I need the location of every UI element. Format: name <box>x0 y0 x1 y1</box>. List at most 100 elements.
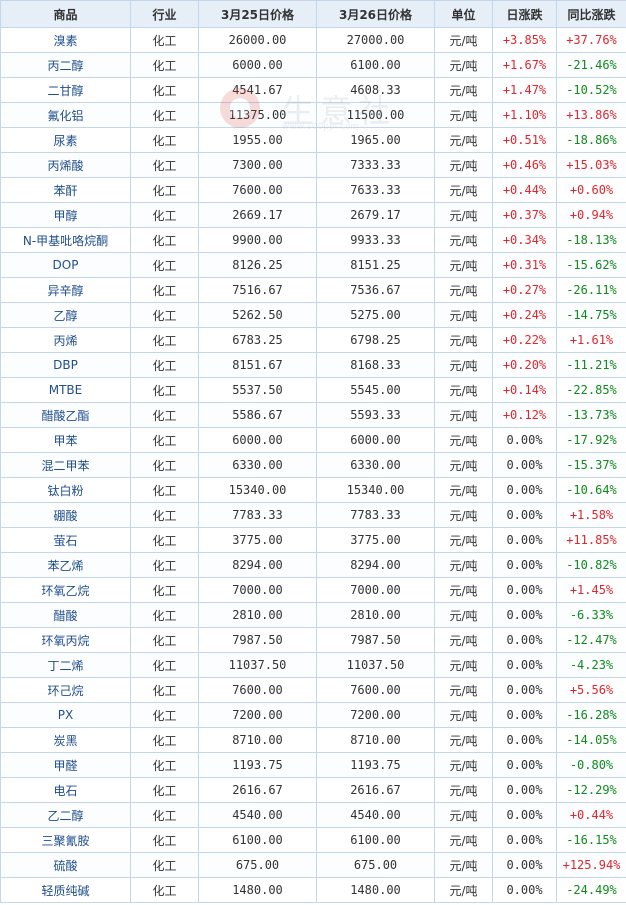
commodity-name[interactable]: 醋酸 <box>0 602 131 628</box>
price-mar25: 5537.50 <box>198 377 317 403</box>
commodity-name[interactable]: DBP <box>0 352 131 378</box>
unit: 元/吨 <box>434 852 493 878</box>
unit: 元/吨 <box>434 302 493 328</box>
industry: 化工 <box>130 752 199 778</box>
commodity-name[interactable]: 尿素 <box>0 127 131 153</box>
price-mar26: 7783.33 <box>316 502 435 528</box>
price-mar26: 8168.33 <box>316 352 435 378</box>
unit: 元/吨 <box>434 427 493 453</box>
header-commodity[interactable]: 商品 <box>0 0 131 28</box>
industry: 化工 <box>130 327 199 353</box>
commodity-name[interactable]: 混二甲苯 <box>0 452 131 478</box>
commodity-name[interactable]: 乙二醇 <box>0 802 131 828</box>
price-mar26: 7000.00 <box>316 577 435 603</box>
daily-change: +0.14% <box>492 377 557 403</box>
commodity-name[interactable]: 轻质纯碱 <box>0 877 131 903</box>
commodity-name[interactable]: 丙二醇 <box>0 52 131 78</box>
table-row: 乙醇 化工 5262.50 5275.00 元/吨 +0.24% -14.75% <box>0 302 626 328</box>
commodity-name[interactable]: 萤石 <box>0 527 131 553</box>
commodity-name[interactable]: 电石 <box>0 777 131 803</box>
header-yoy-change[interactable]: 同比涨跌 <box>556 0 626 28</box>
daily-change: +3.85% <box>492 27 557 53</box>
commodity-name[interactable]: 二甘醇 <box>0 77 131 103</box>
table-row: 环氧乙烷 化工 7000.00 7000.00 元/吨 0.00% +1.45% <box>0 577 626 603</box>
commodity-name[interactable]: 异辛醇 <box>0 277 131 303</box>
commodity-name[interactable]: 醋酸乙酯 <box>0 402 131 428</box>
commodity-name[interactable]: PX <box>0 702 131 728</box>
commodity-name[interactable]: 环氧乙烷 <box>0 577 131 603</box>
commodity-name[interactable]: 硼酸 <box>0 502 131 528</box>
commodity-name[interactable]: 甲苯 <box>0 427 131 453</box>
daily-change: 0.00% <box>492 427 557 453</box>
commodity-name[interactable]: 三聚氰胺 <box>0 827 131 853</box>
yoy-change: +11.85% <box>556 527 626 553</box>
daily-change: +0.20% <box>492 352 557 378</box>
daily-change: 0.00% <box>492 727 557 753</box>
commodity-name[interactable]: 丙烯 <box>0 327 131 353</box>
unit: 元/吨 <box>434 877 493 903</box>
commodity-name[interactable]: 甲醛 <box>0 752 131 778</box>
industry: 化工 <box>130 602 199 628</box>
commodity-name[interactable]: 乙醇 <box>0 302 131 328</box>
commodity-name[interactable]: MTBE <box>0 377 131 403</box>
commodity-name[interactable]: 氟化铝 <box>0 102 131 128</box>
commodity-name[interactable]: 丙烯酸 <box>0 152 131 178</box>
table-header-row: 商品 行业 3月25日价格 3月26日价格 单位 日涨跌 同比涨跌 <box>0 0 626 28</box>
price-mar26: 675.00 <box>316 852 435 878</box>
price-mar26: 2810.00 <box>316 602 435 628</box>
commodity-name[interactable]: 环氧丙烷 <box>0 627 131 653</box>
unit: 元/吨 <box>434 627 493 653</box>
price-mar25: 11037.50 <box>198 652 317 678</box>
yoy-change: -17.92% <box>556 427 626 453</box>
commodity-name[interactable]: 甲醇 <box>0 202 131 228</box>
price-mar26: 7600.00 <box>316 677 435 703</box>
price-mar25: 6000.00 <box>198 427 317 453</box>
price-mar26: 6330.00 <box>316 452 435 478</box>
commodity-name[interactable]: 溴素 <box>0 27 131 53</box>
table-row: 二甘醇 化工 4541.67 4608.33 元/吨 +1.47% -10.52% <box>0 77 626 103</box>
table-row: 萤石 化工 3775.00 3775.00 元/吨 0.00% +11.85% <box>0 527 626 553</box>
commodity-name[interactable]: 硫酸 <box>0 852 131 878</box>
commodity-name[interactable]: DOP <box>0 252 131 278</box>
daily-change: 0.00% <box>492 577 557 603</box>
header-industry[interactable]: 行业 <box>130 0 199 28</box>
table-row: 乙二醇 化工 4540.00 4540.00 元/吨 0.00% +0.44% <box>0 802 626 828</box>
industry: 化工 <box>130 552 199 578</box>
commodity-name[interactable]: 钛白粉 <box>0 477 131 503</box>
daily-change: 0.00% <box>492 452 557 478</box>
industry: 化工 <box>130 177 199 203</box>
unit: 元/吨 <box>434 102 493 128</box>
unit: 元/吨 <box>434 527 493 553</box>
price-mar26: 6798.25 <box>316 327 435 353</box>
industry: 化工 <box>130 452 199 478</box>
price-mar25: 1193.75 <box>198 752 317 778</box>
price-mar25: 2669.17 <box>198 202 317 228</box>
commodity-name[interactable]: N-甲基吡咯烷酮 <box>0 227 131 253</box>
header-unit[interactable]: 单位 <box>434 0 493 28</box>
price-mar26: 8151.25 <box>316 252 435 278</box>
industry: 化工 <box>130 427 199 453</box>
price-mar26: 4608.33 <box>316 77 435 103</box>
unit: 元/吨 <box>434 777 493 803</box>
table-row: 丙烯酸 化工 7300.00 7333.33 元/吨 +0.46% +15.03% <box>0 152 626 178</box>
commodity-name[interactable]: 环己烷 <box>0 677 131 703</box>
daily-change: +0.51% <box>492 127 557 153</box>
yoy-change: -16.15% <box>556 827 626 853</box>
table-body: 溴素 化工 26000.00 27000.00 元/吨 +3.85% +37.76% 丙二醇化… <box>0 27 626 903</box>
price-mar25: 5586.67 <box>198 402 317 428</box>
commodity-name[interactable]: 炭黑 <box>0 727 131 753</box>
yoy-change: -0.80% <box>556 752 626 778</box>
commodity-name[interactable]: 苯乙烯 <box>0 552 131 578</box>
commodity-name[interactable]: 丁二烯 <box>0 652 131 678</box>
header-price-mar25[interactable]: 3月25日价格 <box>198 0 317 28</box>
table-row: 混二甲苯 化工 6330.00 6330.00 元/吨 0.00% -15.37% <box>0 452 626 478</box>
price-mar25: 675.00 <box>198 852 317 878</box>
daily-change: 0.00% <box>492 777 557 803</box>
industry: 化工 <box>130 777 199 803</box>
price-mar25: 7516.67 <box>198 277 317 303</box>
header-daily-change[interactable]: 日涨跌 <box>492 0 557 28</box>
price-mar26: 8294.00 <box>316 552 435 578</box>
daily-change: +0.46% <box>492 152 557 178</box>
header-price-mar26[interactable]: 3月26日价格 <box>316 0 435 28</box>
commodity-name[interactable]: 苯酐 <box>0 177 131 203</box>
